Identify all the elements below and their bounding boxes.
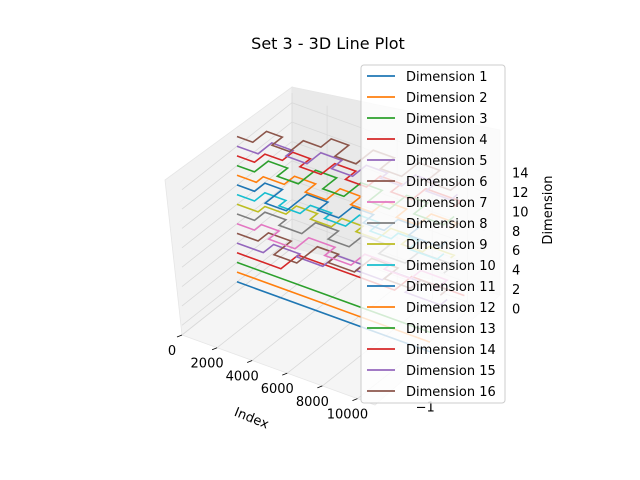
legend-label: Dimension 9 — [406, 238, 488, 253]
z-tick-label: 14 — [512, 167, 529, 182]
x-gridline — [216, 105, 328, 349]
y-tick-label: −1 — [416, 401, 435, 416]
legend-label: Dimension 7 — [406, 196, 488, 211]
z-tick-label: 2 — [512, 283, 520, 298]
legend-label: Dimension 2 — [406, 91, 488, 106]
x-axis-label: Index — [232, 405, 271, 432]
z-axis-label: Dimension — [541, 175, 556, 244]
x-tick-label: 2000 — [191, 357, 224, 372]
z-tick-label: 12 — [512, 186, 529, 201]
z-tick-label: 6 — [512, 244, 520, 259]
z-tick-label: 0 — [512, 302, 520, 317]
legend-label: Dimension 8 — [406, 217, 488, 232]
legend-items: Dimension 1 Dimension 2 Dimension 3 Dimensi… — [367, 70, 496, 400]
legend-label: Dimension 3 — [406, 112, 488, 127]
legend-label: Dimension 5 — [406, 154, 488, 169]
legend-label: Dimension 11 — [406, 280, 496, 295]
x-tick-mark — [317, 385, 323, 389]
legend-label: Dimension 6 — [406, 175, 488, 190]
legend-label: Dimension 14 — [406, 343, 496, 358]
z-tick-label: 8 — [512, 225, 520, 240]
x-tick-label: 6000 — [261, 382, 294, 397]
x-tick-label: 8000 — [296, 395, 329, 410]
x-tick-mark — [352, 398, 358, 402]
x-tick-mark — [211, 347, 218, 351]
z-tick-label: 10 — [512, 205, 529, 220]
legend-label: Dimension 4 — [406, 133, 488, 148]
chart-title: Set 3 - 3D Line Plot — [251, 34, 405, 53]
x-tick-mark — [282, 372, 288, 376]
legend-label: Dimension 1 — [406, 70, 488, 85]
x-tick-label: 4000 — [226, 369, 259, 384]
x-tick-mark — [247, 360, 253, 363]
legend-label: Dimension 16 — [406, 385, 496, 400]
legend-label: Dimension 10 — [406, 259, 496, 274]
x-tick-label: 10000 — [327, 408, 368, 423]
legend-label: Dimension 13 — [406, 322, 496, 337]
legend-frame — [360, 64, 506, 404]
legend: Dimension 1 Dimension 2 Dimension 3 Dimensi… — [360, 64, 506, 404]
x-tick-mark — [176, 334, 183, 338]
legend-label: Dimension 15 — [406, 364, 496, 379]
z-tick-label: 4 — [512, 264, 520, 279]
legend-label: Dimension 12 — [406, 301, 496, 316]
x-tick-label: 0 — [168, 344, 176, 359]
